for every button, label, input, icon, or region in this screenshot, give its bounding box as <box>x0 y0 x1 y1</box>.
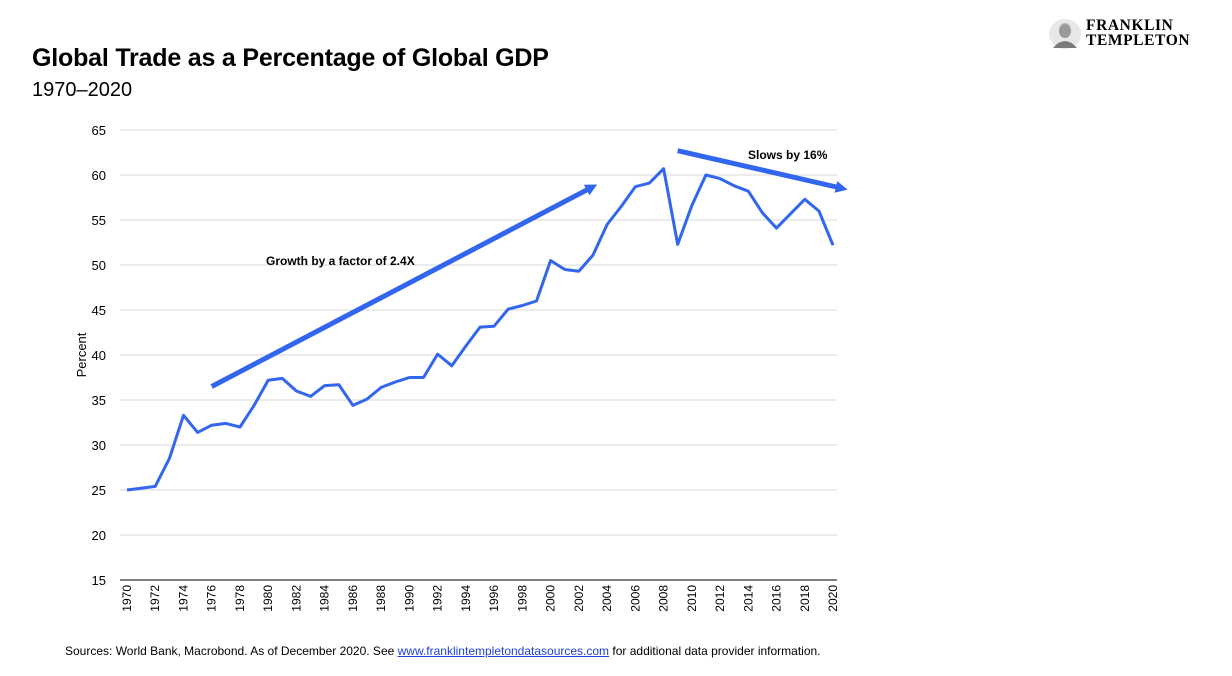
y-tick-label: 15 <box>92 573 106 588</box>
y-axis-label: Percent <box>74 332 89 377</box>
x-tick-label: 1988 <box>374 585 388 612</box>
x-tick-label: 2018 <box>798 585 812 612</box>
x-tick-label: 2006 <box>628 585 642 612</box>
y-tick-label: 60 <box>92 168 106 183</box>
x-tick-label: 1996 <box>487 585 501 612</box>
y-tick-label: 35 <box>92 393 106 408</box>
x-tick-label: 2002 <box>572 585 586 612</box>
x-tick-label: 1976 <box>205 585 219 612</box>
x-tick-label: 2000 <box>544 585 558 612</box>
x-tick-label: 1990 <box>402 585 416 612</box>
x-tick-label: 1994 <box>459 585 473 612</box>
annotation-label: Slows by 16% <box>748 148 828 162</box>
series-line <box>126 167 835 492</box>
trend-arrow <box>677 148 848 193</box>
logo-line-1: FRANKLIN <box>1086 17 1174 34</box>
logo-line-2: TEMPLETON <box>1086 32 1191 49</box>
x-tick-label: 2014 <box>741 585 755 612</box>
y-tick-label: 25 <box>92 483 106 498</box>
x-tick-label: 2010 <box>685 585 699 612</box>
source-prefix: Sources: World Bank, Macrobond. As of De… <box>65 644 398 658</box>
logo-wordmark: FRANKLIN TEMPLETON <box>1086 17 1191 49</box>
chart-subtitle: 1970–2020 <box>32 79 133 101</box>
y-tick-label: 65 <box>92 123 106 138</box>
y-tick-label: 40 <box>92 348 106 363</box>
x-tick-label: 1970 <box>120 585 134 612</box>
x-tick-label: 2008 <box>657 585 671 612</box>
y-tick-label: 45 <box>92 303 106 318</box>
source-link[interactable]: www.franklintempletondatasources.com <box>397 644 610 658</box>
chart-title: Global Trade as a Percentage of Global G… <box>32 44 549 72</box>
x-tick-label: 2012 <box>713 585 727 612</box>
source-note: Sources: World Bank, Macrobond. As of De… <box>65 644 821 658</box>
x-tick-label: 2020 <box>826 585 840 612</box>
x-tick-label: 1992 <box>431 585 445 612</box>
trend-arrow <box>210 184 598 389</box>
y-tick-label: 55 <box>92 213 106 228</box>
x-tick-label: 1998 <box>515 585 529 612</box>
x-tick-label: 1986 <box>346 585 360 612</box>
x-tick-label: 1980 <box>261 585 275 612</box>
franklin-templeton-logo: FRANKLIN TEMPLETON <box>1048 18 1208 52</box>
x-tick-label: 2004 <box>600 585 614 612</box>
x-tick-label: 1982 <box>289 585 303 612</box>
y-tick-label: 50 <box>92 258 106 273</box>
portrait-icon <box>1049 19 1081 49</box>
x-tick-label: 1984 <box>318 585 332 612</box>
x-tick-label: 1974 <box>176 585 190 612</box>
x-tick-label: 1978 <box>233 585 247 612</box>
y-tick-label: 20 <box>92 528 106 543</box>
y-tick-label: 30 <box>92 438 106 453</box>
x-tick-label: 1972 <box>148 585 162 612</box>
annotation-label: Growth by a factor of 2.4X <box>266 254 415 268</box>
source-suffix: for additional data provider information… <box>609 644 821 658</box>
x-tick-label: 2016 <box>770 585 784 612</box>
